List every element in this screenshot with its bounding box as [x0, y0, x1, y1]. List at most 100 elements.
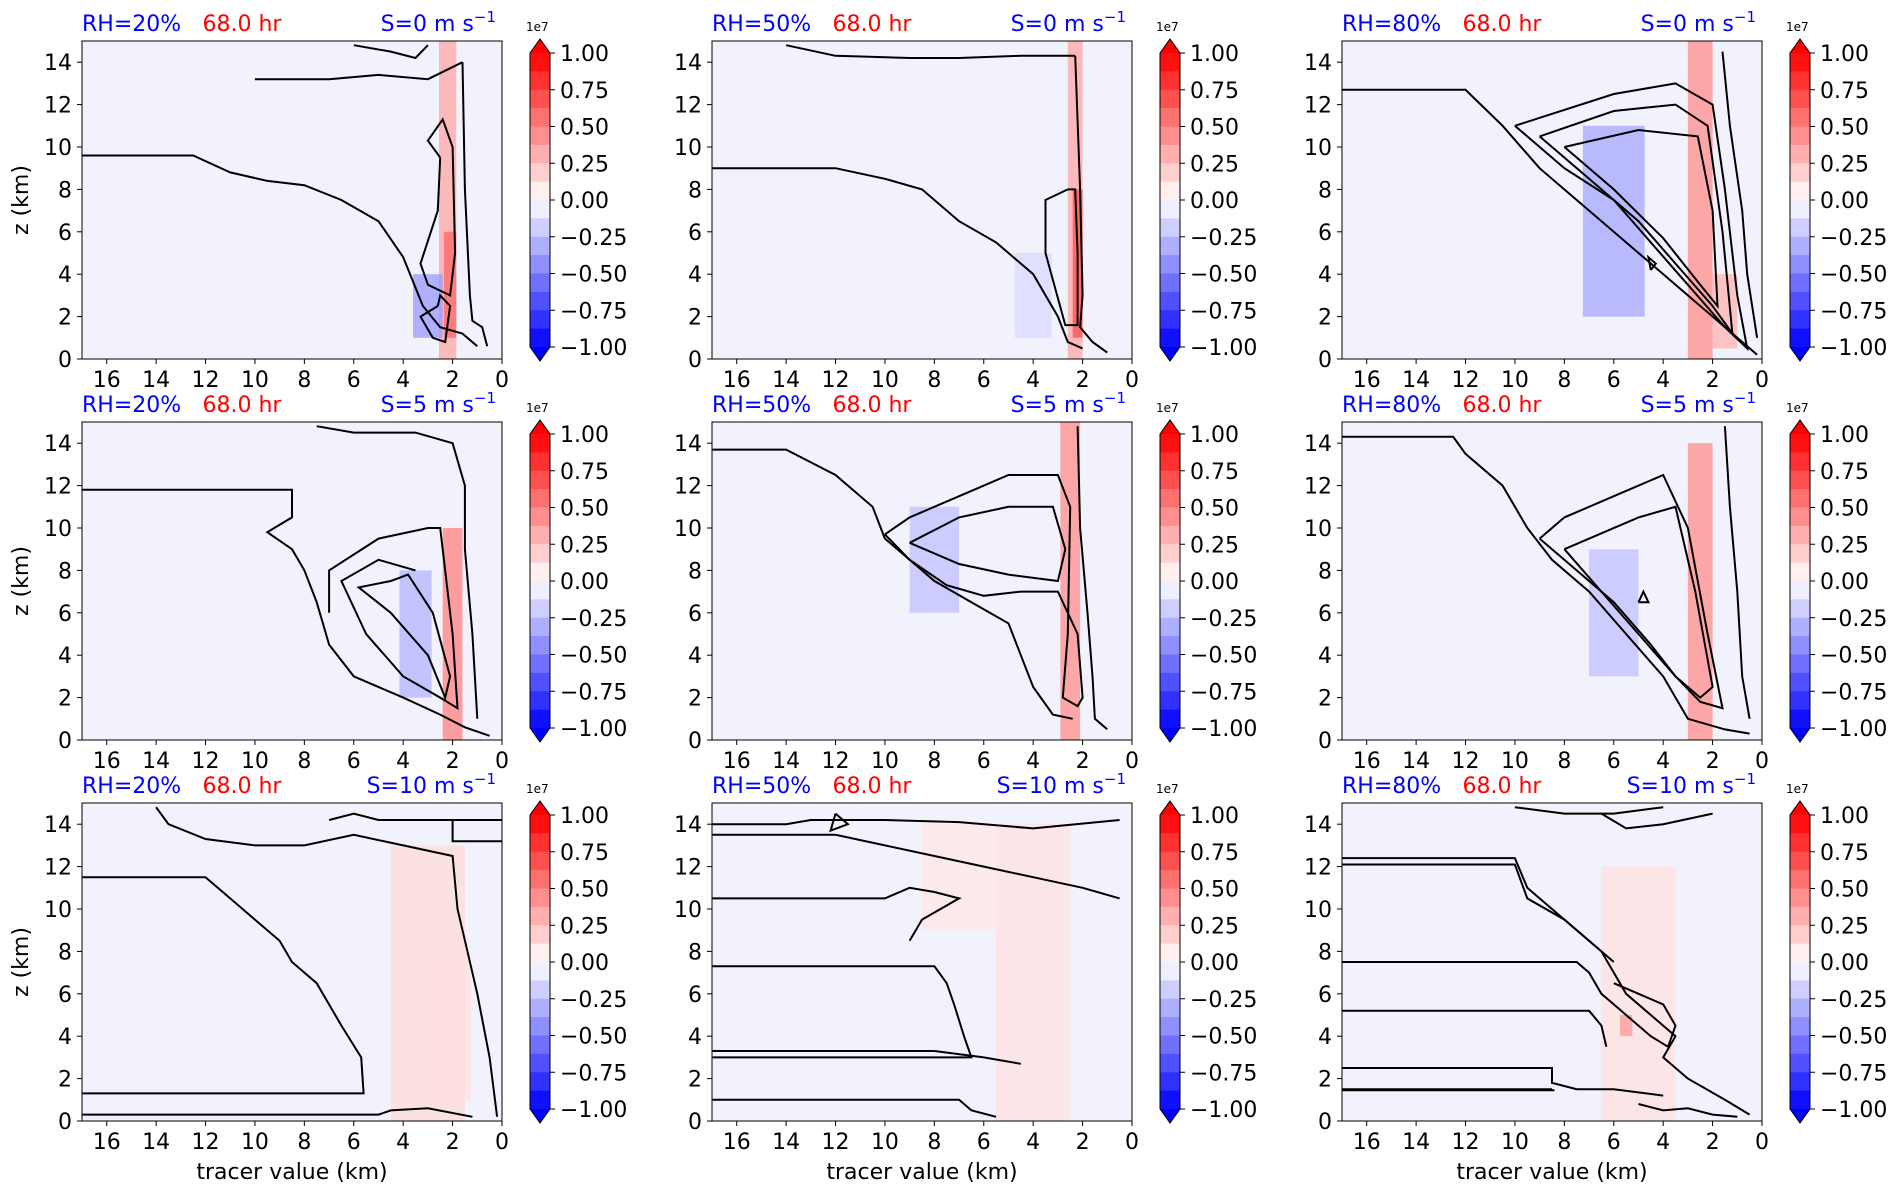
colorbar-level: [1160, 89, 1180, 109]
colorbar-level: [1790, 273, 1810, 293]
y-tick-label: 14: [44, 51, 72, 76]
contour-line: [1563, 505, 1714, 699]
y-tick-label: 0: [1318, 729, 1332, 754]
panel-title-shear: S=5 m s−1: [1641, 389, 1756, 418]
colorbar-exponent: 1e7: [1786, 401, 1809, 415]
shading-blob: [434, 951, 472, 1100]
contour-line: [1076, 426, 1108, 731]
x-tick-label: 0: [1125, 749, 1139, 774]
y-tick-label: 2: [58, 1068, 72, 1093]
panel-title-shear: S=5 m s−1: [381, 389, 496, 418]
x-tick-label: 16: [93, 1130, 121, 1155]
colorbar-level: [1160, 581, 1180, 600]
colorbar-tick-label: −0.25: [1190, 226, 1257, 251]
y-tick-label: 6: [1318, 983, 1332, 1008]
colorbar-level: [1160, 525, 1180, 545]
colorbar-level: [1160, 888, 1180, 908]
y-tick-label: 6: [688, 221, 702, 246]
colorbar-tick-label: −0.75: [1190, 1061, 1257, 1086]
contour-line: [82, 488, 490, 737]
y-tick-label: 10: [44, 517, 72, 542]
y-axis-label: z (km): [9, 546, 34, 616]
colorbar-level: [1790, 998, 1810, 1018]
colorbar-tick-label: 0.00: [560, 189, 609, 214]
colorbar-tick-label: 0.00: [1820, 189, 1869, 214]
y-tick-label: 14: [1304, 51, 1332, 76]
x-tick-label: 2: [446, 749, 460, 774]
contour-line: [712, 448, 1073, 720]
colorbar-level: [530, 581, 550, 600]
colorbar-level: [1790, 89, 1810, 109]
panel-5: 16 14 12 10 8 6 4 2 0 0 2 4 6 8 10 12 14 RH=50% 68.0 hr S=5…: [674, 389, 1257, 774]
colorbar-level: [1790, 709, 1810, 729]
colorbar-level: [1160, 599, 1180, 619]
contours: [712, 44, 1108, 354]
y-tick-label: 0: [58, 1110, 72, 1135]
x-tick-label: 16: [93, 749, 121, 774]
colorbar-tick-label: −1.00: [1190, 1098, 1257, 1123]
y-tick-label: 8: [688, 940, 702, 965]
colorbar-tick-label: 0.25: [1190, 914, 1239, 939]
panel-title-rh: RH=80%: [1342, 12, 1441, 37]
y-tick-label: 0: [58, 348, 72, 373]
colorbar-level: [530, 310, 550, 330]
colorbar-level: [1790, 53, 1810, 72]
colorbar-level: [1160, 833, 1180, 853]
colorbar-level: [530, 562, 550, 582]
x-tick-label: 2: [1706, 368, 1720, 393]
colorbar-level: [1160, 126, 1180, 146]
colorbar-tick-label: −0.50: [560, 644, 627, 669]
shading-blob: [1582, 125, 1645, 317]
colorbar-tick-label: 0.75: [560, 79, 609, 104]
y-tick-label: 14: [1304, 813, 1332, 838]
y-tick-label: 12: [674, 94, 702, 119]
colorbar-tick-label: −0.50: [1190, 644, 1257, 669]
colorbar-extend-max: [530, 39, 550, 53]
contour-line: [328, 527, 459, 711]
colorbar-level: [1790, 943, 1810, 963]
colorbar: 1.00 0.75 0.50 0.25 0.00 −0.25 −0.50 −0.75 −1.00…: [1156, 20, 1257, 362]
colorbar-level: [1790, 980, 1810, 1000]
x-tick-label: 16: [723, 1130, 751, 1155]
colorbar-tick-label: 0.00: [1820, 570, 1869, 595]
colorbar-tick-label: 0.50: [1190, 497, 1239, 522]
plot-frame: [1341, 802, 1763, 1122]
colorbar-level: [1160, 617, 1180, 637]
y-tick-label: 6: [688, 983, 702, 1008]
y-tick-label: 14: [674, 813, 702, 838]
contour-line: [82, 876, 365, 1095]
colorbar-level: [1790, 452, 1810, 472]
x-tick-label: 12: [1452, 749, 1480, 774]
x-tick-label: 6: [1607, 749, 1621, 774]
x-tick-label: 16: [1353, 749, 1381, 774]
contour-line: [1723, 426, 1751, 719]
x-tick-label: 12: [822, 368, 850, 393]
colorbar-tick-label: 0.25: [1190, 533, 1239, 558]
colorbar-tick-label: 0.75: [1820, 460, 1869, 485]
x-axis-label: tracer value (km): [1456, 1160, 1647, 1185]
colorbar-tick-label: 0.50: [1820, 878, 1869, 903]
x-tick-label: 10: [241, 1130, 269, 1155]
colorbar-level: [1790, 636, 1810, 655]
colorbar-level: [1790, 126, 1810, 146]
colorbar-tick-label: −1.00: [560, 1098, 627, 1123]
colorbar-level: [1160, 943, 1180, 963]
y-tick-label: 10: [44, 136, 72, 161]
colorbar-tick-label: −0.75: [1190, 680, 1257, 705]
x-tick-label: 0: [1755, 1130, 1769, 1155]
y-tick-label: 8: [58, 178, 72, 203]
colorbar-level: [530, 255, 550, 274]
contour-line: [451, 820, 502, 843]
y-tick-label: 4: [688, 263, 702, 288]
colorbar-level: [1160, 1035, 1180, 1055]
colorbar-level: [530, 943, 550, 963]
colorbar-level: [1790, 181, 1810, 201]
colorbar-tick-label: −1.00: [1190, 717, 1257, 742]
colorbar-level: [1160, 489, 1180, 508]
colorbar-level: [1790, 1053, 1810, 1073]
contour-line: [1074, 55, 1108, 354]
x-tick-label: 6: [347, 368, 361, 393]
x-tick-label: 10: [241, 749, 269, 774]
y-tick-label: 8: [1318, 559, 1332, 584]
panel-2: 16 14 12 10 8 6 4 2 0 0 2 4 6 8 10 12 14 RH=50% 68.0 hr S=0…: [674, 8, 1257, 393]
